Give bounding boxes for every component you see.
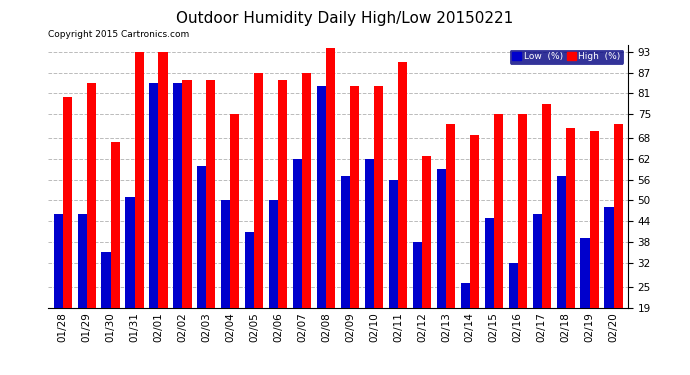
- Text: Copyright 2015 Cartronics.com: Copyright 2015 Cartronics.com: [48, 30, 190, 39]
- Bar: [437, 170, 446, 373]
- Bar: [230, 114, 239, 373]
- Bar: [518, 114, 527, 373]
- Bar: [374, 87, 383, 373]
- Bar: [461, 284, 470, 373]
- Bar: [302, 73, 311, 373]
- Bar: [557, 176, 566, 373]
- Bar: [206, 80, 215, 373]
- Bar: [278, 80, 287, 373]
- Bar: [182, 80, 192, 373]
- Bar: [197, 166, 206, 373]
- Bar: [542, 104, 551, 373]
- Bar: [613, 124, 622, 373]
- Bar: [101, 252, 110, 373]
- Bar: [126, 197, 135, 373]
- Bar: [398, 62, 407, 373]
- Bar: [77, 214, 87, 373]
- Bar: [326, 48, 335, 373]
- Bar: [173, 83, 182, 373]
- Bar: [159, 52, 168, 373]
- Bar: [422, 156, 431, 373]
- Bar: [293, 159, 302, 373]
- Bar: [87, 83, 96, 373]
- Bar: [54, 214, 63, 373]
- Bar: [470, 135, 479, 373]
- Bar: [245, 231, 255, 373]
- Bar: [604, 207, 613, 373]
- Bar: [110, 142, 119, 373]
- Bar: [365, 159, 374, 373]
- Bar: [580, 238, 589, 373]
- Text: Outdoor Humidity Daily High/Low 20150221: Outdoor Humidity Daily High/Low 20150221: [177, 11, 513, 26]
- Bar: [413, 242, 422, 373]
- Bar: [389, 180, 398, 373]
- Bar: [484, 218, 494, 373]
- Bar: [509, 262, 518, 373]
- Legend: Low  (%), High  (%): Low (%), High (%): [509, 50, 623, 64]
- Bar: [566, 128, 575, 373]
- Bar: [149, 83, 159, 373]
- Bar: [63, 97, 72, 373]
- Bar: [533, 214, 542, 373]
- Bar: [589, 131, 599, 373]
- Bar: [350, 87, 359, 373]
- Bar: [221, 200, 230, 373]
- Bar: [317, 87, 326, 373]
- Bar: [341, 176, 350, 373]
- Bar: [446, 124, 455, 373]
- Bar: [269, 200, 278, 373]
- Bar: [255, 73, 264, 373]
- Bar: [135, 52, 144, 373]
- Bar: [494, 114, 503, 373]
